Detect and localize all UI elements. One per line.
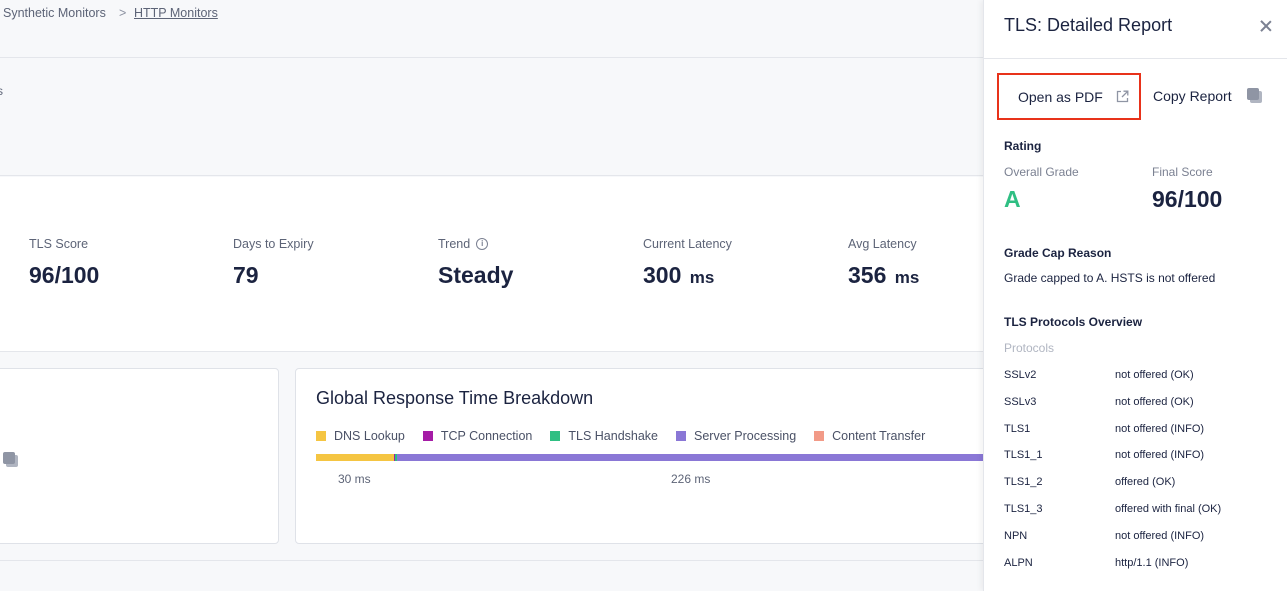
- overall-grade-value: A: [1004, 186, 1021, 212]
- stat-tls-score: TLS Score 96/100: [29, 236, 99, 288]
- protocol-value: not offered (INFO): [1115, 449, 1205, 461]
- stat-label: Avg Latency: [848, 237, 917, 251]
- external-link-icon: [1116, 90, 1129, 103]
- legend-swatch: [550, 431, 561, 441]
- stat-days-to-expiry: Days to Expiry 79: [233, 236, 314, 288]
- overall-grade-label: Overall Grade: [1004, 165, 1079, 179]
- protocol-name: TLS1: [1004, 423, 1031, 435]
- protocol-name: TLS1_1: [1004, 449, 1043, 461]
- legend-swatch: [676, 431, 687, 441]
- protocol-name: SSLv3: [1004, 396, 1037, 408]
- protocol-value: http/1.1 (INFO): [1115, 557, 1189, 569]
- bar-segment-server[interactable]: [397, 454, 984, 461]
- stat-label: Trend i: [438, 236, 513, 252]
- grade-cap-text: Grade capped to A. HSTS is not offered: [1004, 271, 1216, 285]
- stat-unit: ms: [894, 268, 920, 287]
- open-as-pdf-label: Open as PDF: [1018, 88, 1103, 105]
- bar-segment-tcp[interactable]: [394, 454, 395, 461]
- protocol-value: not offered (OK): [1115, 396, 1194, 408]
- stat-trend: Trend i Steady: [438, 236, 513, 288]
- stat-value: 79: [233, 262, 259, 288]
- legend-item-dns[interactable]: DNS Lookup: [316, 429, 405, 443]
- copy-icon[interactable]: [3, 452, 19, 468]
- stat-value: 300 ms: [643, 262, 715, 288]
- stat-value: Steady: [438, 262, 514, 288]
- bar-segment-dns[interactable]: [316, 454, 394, 461]
- final-score-value: 96/100: [1152, 186, 1223, 212]
- legend-item-tls[interactable]: TLS Handshake: [550, 429, 658, 443]
- divider: [0, 560, 983, 561]
- drawer-title: TLS: Detailed Report: [1004, 15, 1173, 35]
- final-score-label: Final Score: [1152, 165, 1213, 179]
- left-card: [0, 368, 279, 544]
- legend-item-content[interactable]: Content Transfer: [814, 429, 925, 443]
- stat-unit: ms: [689, 268, 715, 287]
- protocol-value: offered (OK): [1115, 476, 1176, 488]
- copy-icon: [1246, 88, 1263, 104]
- stat-value: 96/100: [29, 262, 100, 288]
- stats-panel: TLS Score 96/100 Days to Expiry 79 Trend…: [0, 177, 983, 352]
- response-time-bar: [316, 454, 984, 461]
- bar-segment-tls[interactable]: [395, 454, 397, 461]
- tls-report-drawer: TLS: Detailed Report Open as PDF Copy Re…: [983, 0, 1287, 591]
- copy-report-label: Copy Report: [1153, 88, 1232, 104]
- legend-item-tcp[interactable]: TCP Connection: [422, 429, 532, 443]
- info-icon[interactable]: i: [476, 238, 489, 250]
- protocol-value: offered with final (OK): [1115, 503, 1222, 515]
- breadcrumb-separator: >: [119, 6, 127, 20]
- legend-swatch: [316, 431, 326, 441]
- protocol-name: TLS1_2: [1004, 476, 1043, 488]
- stat-current-latency: Current Latency 300 ms: [643, 236, 732, 291]
- breadcrumb-synthetic-monitors[interactable]: Synthetic Monitors: [3, 6, 106, 20]
- grade-cap-heading: Grade Cap Reason: [1004, 246, 1112, 260]
- divider: [984, 58, 1287, 59]
- stat-label: Days to Expiry: [233, 237, 314, 251]
- stat-label: Current Latency: [643, 237, 732, 251]
- monitor-header: s: [0, 58, 983, 176]
- bar-label-dns: 30 ms: [338, 472, 371, 486]
- copy-report-button[interactable]: Copy Report: [1153, 85, 1263, 107]
- close-icon[interactable]: [1257, 17, 1275, 35]
- stat-avg-latency: Avg Latency 356 ms: [848, 236, 919, 291]
- legend: DNS Lookup TCP Connection TLS Handshake …: [316, 429, 943, 443]
- breadcrumb: Synthetic Monitors > HTTP Monitors: [0, 0, 983, 58]
- stat-value: 356 ms: [848, 262, 920, 288]
- protocol-name: SSLv2: [1004, 369, 1037, 381]
- header-clipped-text: s: [0, 84, 3, 98]
- bar-label-server: 226 ms: [671, 472, 711, 486]
- protocol-value: not offered (OK): [1115, 369, 1194, 381]
- response-breakdown-card: Global Response Time Breakdown DNS Looku…: [295, 368, 995, 544]
- protocol-name: TLS1_3: [1004, 503, 1043, 515]
- rating-heading: Rating: [1004, 139, 1042, 153]
- card-title: Global Response Time Breakdown: [316, 388, 594, 408]
- protocols-heading: TLS Protocols Overview: [1004, 315, 1143, 329]
- protocol-value: not offered (INFO): [1115, 530, 1205, 542]
- legend-swatch: [422, 431, 433, 441]
- legend-item-server[interactable]: Server Processing: [676, 429, 796, 443]
- legend-swatch: [814, 431, 825, 441]
- breadcrumb-http-monitors[interactable]: HTTP Monitors: [134, 6, 218, 20]
- protocol-value: not offered (INFO): [1115, 423, 1205, 435]
- stat-label: TLS Score: [29, 237, 89, 251]
- open-as-pdf-button[interactable]: Open as PDF: [997, 73, 1141, 120]
- protocol-name: ALPN: [1004, 557, 1033, 569]
- protocol-name: NPN: [1004, 530, 1028, 542]
- protocols-subheading: Protocols: [1004, 341, 1055, 355]
